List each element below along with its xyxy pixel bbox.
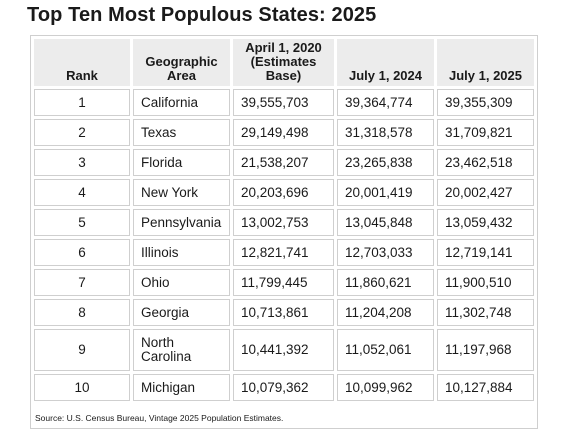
july-2025-cell: 20,002,427	[437, 179, 534, 206]
july-2025-cell: 10,127,884	[437, 374, 534, 401]
july-2024-cell: 13,045,848	[337, 209, 434, 236]
area-cell: Florida	[133, 149, 230, 176]
july-2025-cell: 12,719,141	[437, 239, 534, 266]
column-header-july-2025: July 1, 2025	[437, 39, 534, 86]
base-2020-cell: 12,821,741	[233, 239, 334, 266]
area-cell: New York	[133, 179, 230, 206]
area-cell: North Carolina	[133, 329, 230, 371]
july-2024-cell: 11,204,208	[337, 299, 434, 326]
table-row: 1 California 39,555,703 39,364,774 39,35…	[34, 89, 534, 116]
july-2025-cell: 11,302,748	[437, 299, 534, 326]
july-2025-cell: 39,355,309	[437, 89, 534, 116]
table-row: 3 Florida 21,538,207 23,265,838 23,462,5…	[34, 149, 534, 176]
rank-cell: 1	[34, 89, 130, 116]
july-2024-cell: 10,099,962	[337, 374, 434, 401]
july-2024-cell: 12,703,033	[337, 239, 434, 266]
area-cell: Pennsylvania	[133, 209, 230, 236]
base-2020-cell: 29,149,498	[233, 119, 334, 146]
rank-cell: 8	[34, 299, 130, 326]
rank-cell: 7	[34, 269, 130, 296]
rank-cell: 4	[34, 179, 130, 206]
area-cell: California	[133, 89, 230, 116]
source-note: Source: U.S. Census Bureau, Vintage 2025…	[35, 413, 284, 423]
rank-cell: 6	[34, 239, 130, 266]
july-2024-cell: 11,052,061	[337, 329, 434, 371]
july-2024-cell: 23,265,838	[337, 149, 434, 176]
table-row: 4 New York 20,203,696 20,001,419 20,002,…	[34, 179, 534, 206]
july-2024-cell: 31,318,578	[337, 119, 434, 146]
area-cell: Ohio	[133, 269, 230, 296]
july-2025-cell: 23,462,518	[437, 149, 534, 176]
rank-cell: 9	[34, 329, 130, 371]
table-row: 8 Georgia 10,713,861 11,204,208 11,302,7…	[34, 299, 534, 326]
table-row: 10 Michigan 10,079,362 10,099,962 10,127…	[34, 374, 534, 401]
chart-title: Top Ten Most Populous States: 2025	[27, 4, 377, 26]
area-cell: Georgia	[133, 299, 230, 326]
column-header-rank: Rank	[34, 39, 130, 86]
table-row: 2 Texas 29,149,498 31,318,578 31,709,821	[34, 119, 534, 146]
population-table: Rank Geographic Area April 1, 2020 (Esti…	[31, 36, 537, 404]
rank-cell: 10	[34, 374, 130, 401]
base-2020-cell: 11,799,445	[233, 269, 334, 296]
table-row: 5 Pennsylvania 13,002,753 13,045,848 13,…	[34, 209, 534, 236]
column-header-geographic-area: Geographic Area	[133, 39, 230, 86]
july-2025-cell: 11,197,968	[437, 329, 534, 371]
july-2025-cell: 13,059,432	[437, 209, 534, 236]
area-cell: Texas	[133, 119, 230, 146]
july-2024-cell: 39,364,774	[337, 89, 434, 116]
table-header-row: Rank Geographic Area April 1, 2020 (Esti…	[34, 39, 534, 86]
july-2025-cell: 11,900,510	[437, 269, 534, 296]
table-row: 6 Illinois 12,821,741 12,703,033 12,719,…	[34, 239, 534, 266]
base-2020-cell: 10,079,362	[233, 374, 334, 401]
population-table-panel: Rank Geographic Area April 1, 2020 (Esti…	[30, 35, 538, 429]
base-2020-cell: 21,538,207	[233, 149, 334, 176]
july-2025-cell: 31,709,821	[437, 119, 534, 146]
area-cell: Illinois	[133, 239, 230, 266]
table-row: 7 Ohio 11,799,445 11,860,621 11,900,510	[34, 269, 534, 296]
rank-cell: 2	[34, 119, 130, 146]
column-header-estimates-base: April 1, 2020 (Estimates Base)	[233, 39, 334, 86]
base-2020-cell: 10,713,861	[233, 299, 334, 326]
column-header-july-2024: July 1, 2024	[337, 39, 434, 86]
base-2020-cell: 39,555,703	[233, 89, 334, 116]
base-2020-cell: 10,441,392	[233, 329, 334, 371]
base-2020-cell: 13,002,753	[233, 209, 334, 236]
rank-cell: 5	[34, 209, 130, 236]
rank-cell: 3	[34, 149, 130, 176]
area-cell: Michigan	[133, 374, 230, 401]
base-2020-cell: 20,203,696	[233, 179, 334, 206]
july-2024-cell: 20,001,419	[337, 179, 434, 206]
table-row: 9 North Carolina 10,441,392 11,052,061 1…	[34, 329, 534, 371]
july-2024-cell: 11,860,621	[337, 269, 434, 296]
